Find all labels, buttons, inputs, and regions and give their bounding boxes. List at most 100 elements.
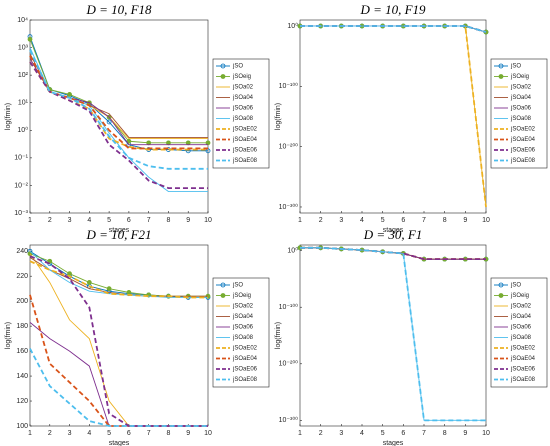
- chart-title: D = 10, F21: [85, 227, 151, 242]
- legend-label: jSOaE04: [232, 137, 258, 143]
- legend-label: jSOaE04: [510, 137, 536, 143]
- legend-label: jSOaE02: [510, 127, 536, 133]
- x-tick-label: 3: [339, 430, 343, 437]
- series-line: [29, 61, 208, 190]
- legend-label: jSOaE02: [232, 127, 258, 133]
- x-axis-label: stages: [383, 227, 404, 234]
- x-tick-label: 6: [127, 430, 131, 437]
- y-axis-label: log(fmin): [275, 322, 282, 349]
- plot-area: [299, 19, 487, 214]
- x-tick-label: 10: [482, 430, 490, 437]
- series-line: [29, 58, 208, 140]
- series-line: [29, 255, 208, 427]
- series-line: [29, 55, 208, 150]
- legend-label: jSOa04: [232, 314, 254, 320]
- x-tick-label: 2: [48, 217, 52, 224]
- x-tick-label: 9: [463, 430, 467, 437]
- legend-marker: [220, 63, 226, 69]
- legend-label: jSOa04: [510, 314, 532, 320]
- legend-label: jSOa02: [232, 85, 254, 91]
- series-line: [29, 348, 208, 427]
- x-tick-label: 5: [381, 430, 385, 437]
- series-marker: [126, 290, 132, 295]
- legend-label: jSOaE02: [232, 346, 258, 352]
- x-tick-label: 1: [298, 430, 302, 437]
- y-tick-label: 10⁻¹: [14, 155, 28, 162]
- legend-label: jSOeig: [232, 293, 251, 299]
- x-tick-label: 9: [186, 430, 190, 437]
- plot-area: [29, 19, 209, 214]
- legend-label: jSO: [232, 283, 243, 289]
- plot-area: [299, 244, 487, 427]
- y-tick-label: 10⁻²: [14, 182, 28, 189]
- x-tick-label: 10: [204, 430, 212, 437]
- series-marker: [67, 92, 72, 97]
- legend-marker: [498, 282, 504, 288]
- series-line: [29, 253, 208, 297]
- y-tick-label: 10⁰: [287, 247, 298, 255]
- x-tick-label: 6: [401, 430, 405, 437]
- x-tick-label: 3: [68, 217, 72, 224]
- x-tick-label: 8: [166, 217, 170, 224]
- x-tick-label: 5: [107, 430, 111, 437]
- series-line: [29, 61, 208, 151]
- series-line: [300, 247, 486, 421]
- y-axis-label: log(fmin): [5, 322, 12, 349]
- x-tick-label: 4: [87, 217, 91, 224]
- series-line: [300, 25, 487, 33]
- x-tick-label: 2: [319, 217, 323, 224]
- x-tick-label: 2: [319, 430, 323, 437]
- legend-marker: [220, 74, 226, 79]
- series-line: [300, 25, 487, 33]
- legend-label: jSOa02: [510, 304, 532, 310]
- legend-marker: [498, 293, 504, 298]
- x-tick-label: 7: [422, 430, 426, 437]
- legend-label: jSOa04: [510, 95, 532, 101]
- legend-label: jSOaE08: [510, 158, 536, 164]
- y-tick-label: 140: [16, 373, 28, 380]
- series-marker: [106, 119, 112, 125]
- legend-label: jSOaE02: [510, 346, 536, 352]
- x-axis-label: stages: [383, 440, 404, 446]
- series-marker: [27, 36, 33, 42]
- series-line: [29, 49, 208, 170]
- x-tick-label: 10: [482, 217, 490, 224]
- legend-label: jSOaE08: [510, 377, 536, 383]
- legend-label: jSOaE04: [510, 356, 536, 362]
- series-line: [300, 247, 486, 260]
- legend-label: jSO: [510, 64, 521, 70]
- series-marker: [106, 286, 112, 292]
- chart-title: D = 30, F1: [363, 227, 423, 242]
- series-line: [29, 253, 208, 427]
- y-tick-label: 10⁻³: [14, 210, 28, 217]
- legend-label: jSOa06: [510, 325, 532, 331]
- x-tick-label: 8: [443, 430, 447, 437]
- y-axis-label: log(fmin): [275, 103, 282, 130]
- x-tick-label: 3: [339, 217, 343, 224]
- legend-box: [490, 277, 548, 388]
- legend-label: jSOaE06: [510, 148, 536, 154]
- series-line: [300, 25, 487, 33]
- y-tick-label: 100: [16, 423, 28, 430]
- x-tick-label: 2: [48, 430, 52, 437]
- legend-label: jSO: [232, 64, 243, 70]
- y-axis-label: log(fmin): [5, 103, 12, 130]
- legend-marker: [220, 282, 226, 288]
- x-tick-label: 5: [381, 217, 385, 224]
- y-tick-label: 10⁻¹⁰⁰: [279, 303, 299, 311]
- legend-label: jSO: [510, 283, 521, 289]
- legend-label: jSOa02: [510, 85, 532, 91]
- series-line: [300, 246, 486, 422]
- x-tick-label: 7: [147, 217, 151, 224]
- legend-label: jSOa06: [232, 106, 254, 112]
- y-tick-label: 220: [16, 273, 28, 280]
- y-tick-label: 200: [16, 298, 28, 305]
- series-line: [300, 246, 486, 261]
- y-tick-label: 10³: [18, 44, 29, 51]
- x-tick-label: 6: [127, 217, 131, 224]
- x-tick-label: 9: [186, 217, 190, 224]
- y-tick-label: 10⁰: [17, 126, 28, 134]
- legend-label: jSOeig: [510, 74, 529, 80]
- series-line: [29, 294, 208, 427]
